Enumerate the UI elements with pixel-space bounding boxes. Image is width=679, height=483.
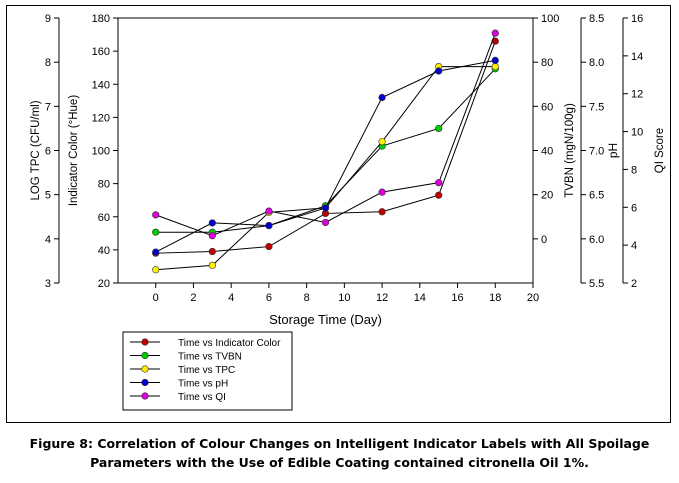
legend-label: Time vs Indicator Color: [178, 338, 281, 349]
y-tick-label-tvbn: 0: [541, 234, 547, 246]
y-tick-label-ph: 6.5: [589, 190, 604, 202]
plot-area-border: [117, 17, 534, 284]
y-tick-label-ph: 8.0: [589, 57, 604, 69]
data-point-ph: [321, 204, 330, 212]
y-tick-label-ltpc: 3: [45, 278, 51, 290]
y-tick-label-qi: 8: [631, 164, 637, 176]
y-axis-label-tvbn: TVBN (mgN/100g): [564, 103, 576, 198]
y-tick-label-ltpc: 8: [45, 57, 51, 69]
data-point-qi: [208, 232, 216, 240]
y-tick-label-hue: 180: [92, 13, 110, 25]
legend-box: [122, 331, 293, 411]
y-tick-label-hue: 60: [98, 212, 110, 224]
y-tick-label-ph: 7.5: [589, 101, 604, 113]
caption-line-1: Figure 8: Correlation of Colour Changes …: [29, 436, 650, 451]
data-point-ltpc: [152, 266, 160, 274]
y-tick-label-qi: 10: [631, 127, 643, 139]
y-tick-label-tvbn: 100: [541, 13, 559, 25]
y-tick-label-ph: 8.5: [589, 13, 604, 25]
x-tick-label: 4: [228, 292, 234, 304]
data-point-ltpc: [208, 261, 216, 269]
x-tick-label: 16: [451, 292, 463, 304]
y-axis-label-hue: Indicator Color (°Hue): [68, 95, 80, 207]
y-tick-label-qi: 2: [631, 278, 637, 290]
legend-label: Time vs QI: [178, 392, 226, 403]
y-tick-label-hue: 40: [98, 245, 110, 257]
y-tick-label-qi: 16: [631, 13, 643, 25]
data-point-ltpc: [378, 138, 386, 146]
legend-label: Time vs TVBN: [178, 352, 242, 363]
y-tick-label-ltpc: 4: [45, 234, 51, 246]
y-axis-label-ph: pH: [606, 143, 620, 158]
y-tick-label-ltpc: 6: [45, 146, 51, 158]
y-tick-label-tvbn: 40: [541, 146, 553, 158]
caption-line-2: Parameters with the Use of Edible Coatin…: [90, 455, 589, 470]
data-point-qi: [491, 29, 499, 37]
data-point-hue: [265, 242, 273, 251]
data-point-ph: [491, 56, 499, 65]
legend-label: Time vs TPC: [178, 365, 235, 376]
data-point-qi: [265, 207, 273, 215]
y-tick-label-hue: 80: [98, 179, 110, 191]
data-point-hue: [435, 191, 443, 199]
y-tick-label-ph: 5.5: [589, 278, 604, 290]
x-tick-label: 18: [489, 292, 501, 304]
y-tick-label-qi: 14: [631, 51, 643, 63]
figure-frame: 0 2 4 6 8 10 12 14 16 18 20 Storage Time (Day) 3 4 5 6 7…: [6, 5, 671, 423]
y-tick-label-ltpc: 7: [45, 101, 51, 113]
y-tick-label-ltpc: 9: [45, 13, 51, 25]
data-point-qi: [321, 218, 330, 227]
data-point-hue: [208, 247, 216, 256]
y-tick-label-hue: 20: [98, 278, 110, 290]
data-point-ph: [435, 67, 443, 75]
legend-marker: [141, 351, 149, 360]
data-point-qi: [435, 179, 443, 187]
legend-marker: [141, 378, 149, 387]
y-tick-label-hue: 140: [92, 79, 110, 91]
x-tick-label: 8: [304, 292, 310, 304]
y-tick-label-hue: 100: [92, 146, 110, 158]
y-tick-label-ltpc: 5: [45, 190, 51, 202]
y-axis-label-ltpc: LOG TPC (CFU/ml): [30, 100, 42, 200]
x-tick-label: 14: [414, 292, 426, 304]
y-tick-label-tvbn: 20: [541, 190, 553, 202]
data-point-qi: [152, 211, 160, 219]
legend-marker: [141, 392, 149, 400]
legend-marker: [141, 338, 149, 346]
data-point-ph: [378, 93, 386, 102]
y-tick-label-qi: 6: [631, 202, 637, 214]
x-tick-label: 0: [153, 292, 159, 304]
data-point-qi: [378, 188, 386, 196]
y-tick-label-ph: 6.0: [589, 234, 604, 246]
x-axis-label: Storage Time (Day): [269, 312, 382, 327]
x-tick-label: 10: [338, 292, 350, 304]
y-tick-label-tvbn: 60: [541, 101, 553, 113]
data-point-ph: [208, 219, 216, 227]
data-point-tvbn: [152, 228, 160, 236]
data-point-ltpc: [491, 62, 499, 71]
y-tick-label-hue: 160: [92, 46, 110, 58]
data-point-tvbn: [435, 124, 443, 133]
y-tick-label-tvbn: 80: [541, 57, 553, 69]
x-tick-label: 2: [190, 292, 196, 304]
figure-caption: Figure 8: Correlation of Colour Changes …: [0, 434, 679, 472]
y-tick-label-ph: 7.0: [589, 146, 604, 158]
y-tick-label-hue: 120: [92, 112, 110, 124]
y-tick-label-qi: 4: [631, 240, 637, 252]
x-tick-label: 20: [527, 292, 539, 304]
data-point-ph: [265, 221, 273, 230]
x-tick-label: 6: [266, 292, 272, 304]
legend-marker: [141, 365, 149, 373]
data-point-hue: [378, 208, 386, 216]
x-tick-label: 12: [376, 292, 388, 304]
legend-label: Time vs pH: [178, 379, 228, 390]
y-axis-label-qi: QI Score: [654, 128, 666, 173]
data-point-ph: [152, 248, 160, 256]
y-tick-label-qi: 12: [631, 89, 643, 101]
